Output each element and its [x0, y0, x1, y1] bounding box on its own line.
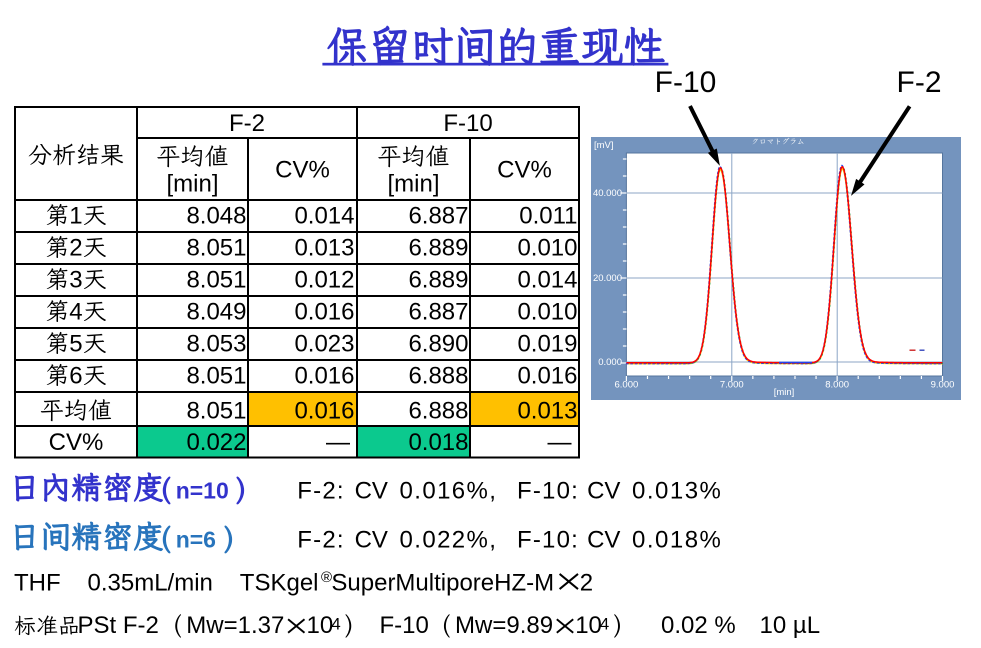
svg-text:CV%: CV% — [275, 157, 330, 184]
svg-text:0.016: 0.016 — [294, 398, 354, 425]
svg-text:1: 1 — [69, 203, 82, 230]
svg-text:10 µL: 10 µL — [760, 612, 821, 639]
svg-text:8.049: 8.049 — [186, 299, 246, 326]
svg-text:2: 2 — [580, 570, 593, 597]
svg-text:20.000: 20.000 — [593, 273, 622, 284]
svg-text:10: 10 — [575, 612, 602, 639]
svg-text:F-10:: F-10: — [517, 527, 579, 554]
svg-text:9.000: 9.000 — [931, 380, 955, 391]
svg-text:0.011: 0.011 — [519, 203, 577, 230]
svg-text:6.889: 6.889 — [408, 267, 468, 294]
svg-text:[min]: [min] — [166, 171, 218, 198]
svg-text:0.022: 0.022 — [186, 429, 246, 456]
svg-text:8.051: 8.051 — [186, 398, 246, 425]
svg-text:0.013%: 0.013% — [632, 478, 722, 505]
svg-text:n=6: n=6 — [176, 527, 216, 553]
svg-text:0.016%,: 0.016%, — [400, 478, 498, 505]
svg-text:F-2: F-2 — [229, 110, 265, 137]
svg-text:SuperMultiporeHZ-M: SuperMultiporeHZ-M — [331, 570, 554, 597]
svg-text:4: 4 — [600, 615, 609, 634]
svg-text:0.016: 0.016 — [294, 299, 354, 326]
svg-text:8.000: 8.000 — [825, 380, 849, 391]
svg-text:F-10: F-10 — [443, 110, 492, 137]
svg-text:[min]: [min] — [774, 387, 795, 398]
svg-text:6.889: 6.889 — [408, 235, 468, 262]
svg-text:10: 10 — [307, 612, 334, 639]
svg-text:0.018%: 0.018% — [632, 527, 722, 554]
svg-text:6.888: 6.888 — [408, 363, 468, 390]
svg-text:0.019: 0.019 — [517, 331, 577, 358]
svg-text:8.051: 8.051 — [186, 267, 246, 294]
svg-text:n=10: n=10 — [176, 478, 229, 504]
svg-text:40.000: 40.000 — [593, 188, 622, 199]
svg-text:5: 5 — [69, 331, 82, 358]
svg-text:0.010: 0.010 — [517, 235, 577, 262]
svg-text:CV: CV — [355, 478, 388, 505]
svg-text:8.051: 8.051 — [186, 363, 246, 390]
svg-text:0.016: 0.016 — [517, 363, 577, 390]
svg-text:0.023: 0.023 — [294, 331, 354, 358]
svg-text:CV%: CV% — [49, 429, 104, 456]
svg-text:6.888: 6.888 — [408, 398, 468, 425]
svg-text:6.887: 6.887 — [408, 299, 468, 326]
svg-text:4: 4 — [331, 615, 340, 634]
svg-text:CV: CV — [587, 527, 620, 554]
svg-text:6.000: 6.000 — [615, 380, 639, 391]
svg-text:0.012: 0.012 — [294, 267, 354, 294]
svg-text:PSt F-2: PSt F-2 — [78, 612, 159, 639]
svg-text:0.013: 0.013 — [294, 235, 354, 262]
svg-text:0.35mL/min: 0.35mL/min — [88, 570, 213, 597]
svg-text:0.000: 0.000 — [598, 357, 622, 368]
svg-text:F-2:: F-2: — [297, 527, 344, 554]
svg-text:—: — — [326, 429, 350, 456]
svg-text:8.048: 8.048 — [186, 203, 246, 230]
svg-text:[min]: [min] — [387, 171, 439, 198]
svg-text:Mw=1.37: Mw=1.37 — [186, 612, 284, 639]
svg-text:4: 4 — [69, 299, 82, 326]
svg-text:6: 6 — [69, 363, 82, 390]
svg-text:8.051: 8.051 — [186, 235, 246, 262]
svg-text:2: 2 — [69, 235, 82, 262]
svg-text:0.010: 0.010 — [517, 299, 577, 326]
svg-text:0.016: 0.016 — [294, 363, 354, 390]
svg-text:CV%: CV% — [497, 157, 552, 184]
svg-text:0.022%,: 0.022%, — [400, 527, 498, 554]
svg-text:CV: CV — [355, 527, 388, 554]
svg-text:8.053: 8.053 — [186, 331, 246, 358]
svg-text:®: ® — [321, 569, 332, 586]
svg-text:0.02 %: 0.02 % — [661, 612, 736, 639]
svg-text:F-2: F-2 — [897, 66, 942, 99]
svg-text:CV: CV — [587, 478, 620, 505]
svg-text:F-10: F-10 — [655, 66, 717, 99]
svg-text:6.887: 6.887 — [408, 203, 468, 230]
svg-text:F-10: F-10 — [380, 612, 429, 639]
svg-text:0.018: 0.018 — [408, 429, 468, 456]
svg-text:—: — — [548, 429, 572, 456]
svg-text:0.014: 0.014 — [517, 267, 577, 294]
svg-text:0.014: 0.014 — [294, 203, 354, 230]
svg-text:Mw=9.89: Mw=9.89 — [455, 612, 553, 639]
svg-text:0.013: 0.013 — [517, 398, 577, 425]
svg-text:3: 3 — [69, 267, 82, 294]
svg-text:[mV]: [mV] — [594, 140, 614, 151]
svg-text:TSKgel: TSKgel — [240, 570, 319, 597]
svg-text:F-2:: F-2: — [297, 478, 344, 505]
svg-text:6.890: 6.890 — [408, 331, 468, 358]
svg-text:THF: THF — [14, 570, 61, 597]
svg-text:7.000: 7.000 — [720, 380, 744, 391]
svg-text:F-10:: F-10: — [517, 478, 579, 505]
